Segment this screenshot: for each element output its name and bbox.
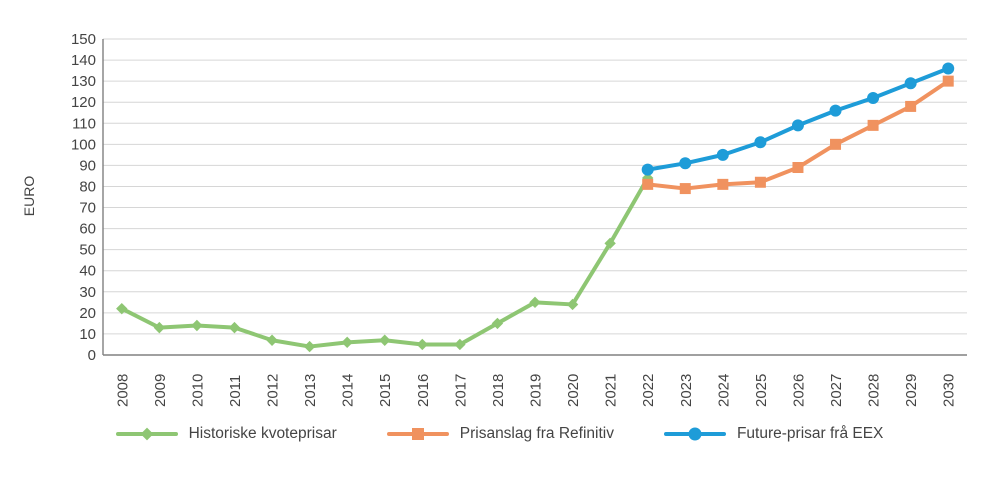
legend-label-prisanslag-refinitiv: Prisanslag fra Refinitiv — [459, 425, 614, 442]
x-tick-label: 2014 — [340, 374, 357, 407]
x-tick-label: 2028 — [866, 374, 883, 407]
data-point-square — [679, 183, 691, 195]
data-point-diamond — [566, 298, 579, 311]
y-tick-label: 80 — [79, 178, 96, 195]
y-tick-label: 20 — [79, 305, 96, 322]
data-point-circle — [942, 62, 955, 75]
data-point-diamond — [116, 302, 128, 315]
y-tick-label: 10 — [79, 326, 96, 343]
data-point-diamond — [303, 340, 316, 353]
x-tick-label: 2026 — [790, 374, 807, 407]
data-point-circle — [829, 104, 842, 117]
y-tick-label: 0 — [88, 347, 96, 364]
data-point-diamond — [153, 321, 166, 334]
y-tick-label: 50 — [79, 242, 96, 259]
y-tick-label: 150 — [71, 31, 96, 48]
x-tick-label: 2029 — [903, 374, 920, 407]
data-point-diamond — [529, 296, 541, 309]
chart-legend: Historiske kvoteprisar Prisanslag fra Re… — [0, 420, 999, 448]
data-point-diamond — [379, 334, 391, 346]
y-tick-label: 60 — [79, 221, 96, 238]
data-point-diamond — [341, 336, 353, 349]
data-point-square — [867, 119, 879, 131]
data-point-square — [642, 178, 654, 190]
data-point-circle — [679, 157, 692, 170]
x-tick-label: 2008 — [114, 374, 131, 407]
y-tick-label: 70 — [79, 200, 96, 217]
x-tick-label: 2025 — [753, 374, 770, 407]
y-tick-label: 40 — [79, 263, 96, 280]
x-tick-label: 2011 — [227, 375, 244, 407]
y-tick-label: 140 — [71, 52, 96, 69]
series-line-2 — [645, 66, 951, 172]
x-tick-label: 2022 — [640, 374, 657, 407]
x-tick-label: 2010 — [189, 374, 206, 407]
line-square-swatch-icon — [386, 427, 449, 441]
legend-label-historiske-kvoteprisar: Historiske kvoteprisar — [188, 425, 337, 442]
data-point-square — [717, 178, 729, 190]
x-tick-label: 2027 — [828, 374, 845, 407]
x-tick-label: 2024 — [715, 374, 732, 407]
legend-item-prisanslag-refinitiv: Prisanslag fra Refinitiv — [386, 425, 614, 443]
line-diamond-swatch-icon — [115, 427, 178, 441]
y-tick-label: 30 — [79, 284, 96, 301]
data-point-diamond — [266, 334, 278, 346]
x-tick-label: 2017 — [452, 374, 469, 407]
x-tick-label: 2012 — [265, 374, 282, 407]
data-point-circle — [641, 163, 654, 176]
legend-item-historiske-kvoteprisar: Historiske kvoteprisar — [115, 425, 337, 443]
data-point-circle — [754, 136, 767, 149]
x-tick-label: 2009 — [152, 374, 169, 407]
data-point-circle — [716, 148, 729, 161]
legend-label-future-prisar-eex: Future-prisar frå EEX — [736, 425, 884, 442]
data-point-diamond — [191, 319, 203, 332]
data-point-diamond — [454, 338, 466, 351]
data-point-circle — [867, 91, 880, 104]
x-tick-label: 2023 — [678, 374, 695, 407]
series-line-0 — [119, 176, 650, 349]
legend-item-future-prisar-eex: Future-prisar frå EEX — [663, 425, 884, 443]
y-tick-label: 100 — [71, 136, 96, 153]
data-point-square — [754, 176, 766, 188]
y-axis-title: EURO — [21, 176, 37, 217]
x-tick-label: 2021 — [603, 374, 620, 407]
x-tick-label: 2016 — [415, 374, 432, 407]
data-point-diamond — [491, 317, 504, 330]
x-tick-label: 2019 — [528, 374, 545, 407]
line-circle-swatch-icon — [663, 427, 726, 441]
data-point-circle — [904, 77, 917, 90]
y-tick-label: 110 — [72, 115, 96, 132]
y-tick-label: 120 — [71, 94, 96, 111]
data-point-diamond — [604, 237, 616, 250]
data-point-square — [792, 162, 804, 174]
data-point-diamond — [416, 338, 429, 351]
data-point-square — [830, 138, 842, 150]
x-tick-label: 2018 — [490, 374, 507, 407]
x-tick-label: 2015 — [377, 374, 394, 407]
data-point-square — [942, 75, 954, 87]
data-point-diamond — [228, 321, 241, 334]
x-tick-label: 2020 — [565, 374, 582, 407]
y-tick-label: 90 — [79, 157, 96, 174]
y-tick-label: 130 — [71, 73, 96, 90]
data-point-square — [905, 100, 917, 112]
x-tick-label: 2013 — [302, 374, 319, 407]
data-point-circle — [791, 119, 804, 132]
x-tick-label: 2030 — [941, 374, 958, 407]
